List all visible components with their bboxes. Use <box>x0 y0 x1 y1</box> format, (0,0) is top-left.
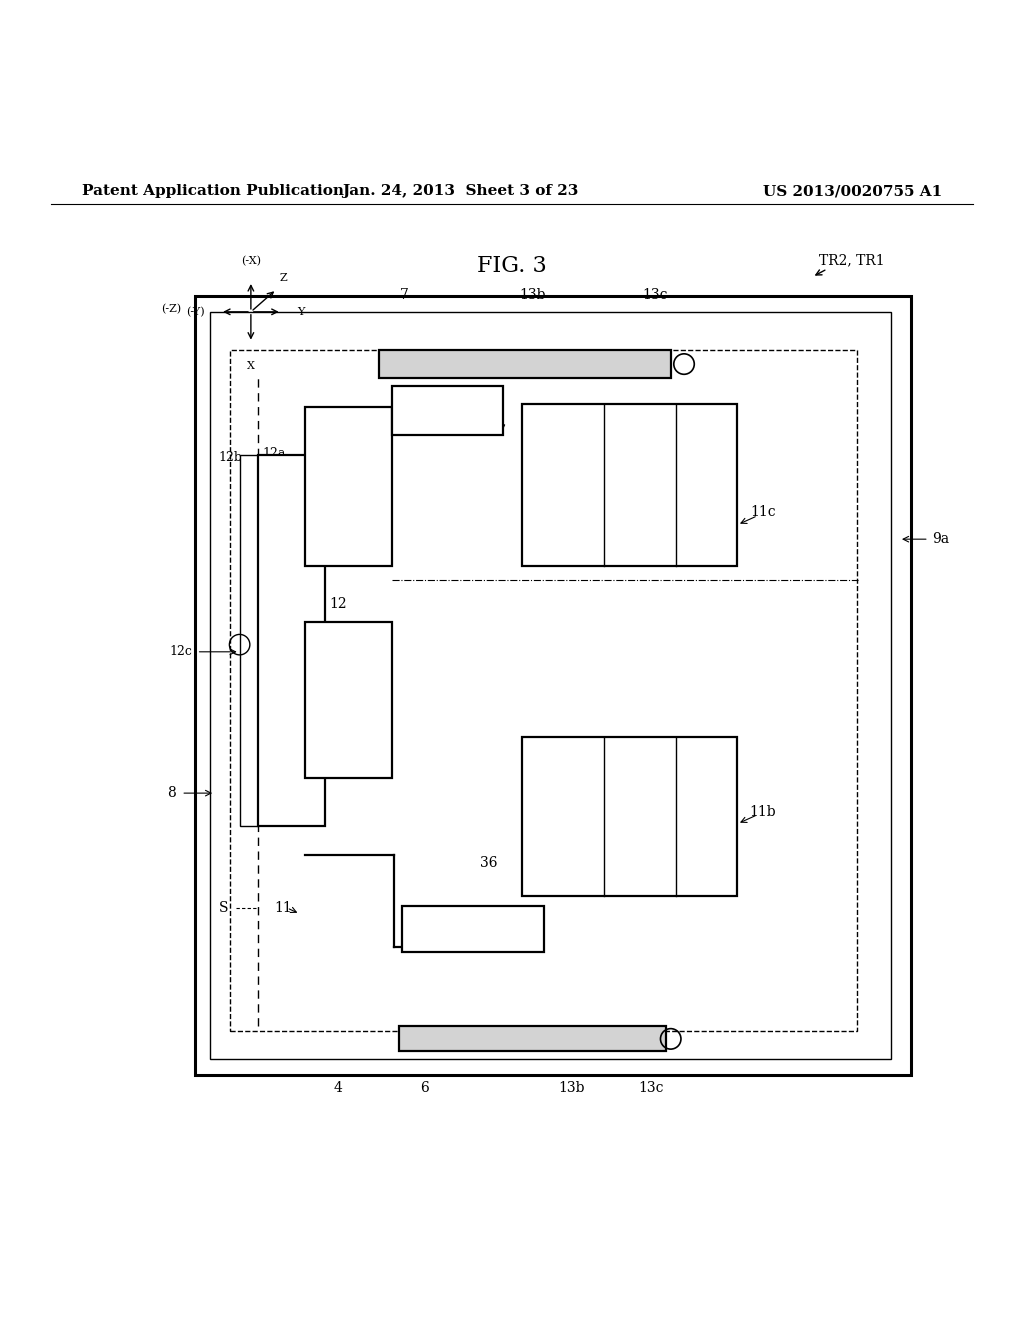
Bar <box>305 407 392 566</box>
Text: 9a: 9a <box>932 532 949 546</box>
Text: Y: Y <box>297 306 304 317</box>
Bar <box>305 622 392 777</box>
Text: (-Z): (-Z) <box>161 304 181 314</box>
Text: 4b: 4b <box>656 777 675 792</box>
Bar <box>379 350 671 379</box>
Bar <box>392 385 503 434</box>
Text: 13: 13 <box>624 498 642 511</box>
Text: 11b: 11b <box>750 805 776 818</box>
Text: 36: 36 <box>479 855 498 870</box>
Text: 13b: 13b <box>519 289 546 302</box>
Text: 12: 12 <box>329 597 347 611</box>
Text: 12b: 12b <box>218 450 243 463</box>
Text: 13b: 13b <box>558 1081 585 1096</box>
Text: 13c: 13c <box>639 1081 664 1096</box>
Text: (-Y): (-Y) <box>186 306 205 317</box>
Text: 6: 6 <box>421 1081 429 1096</box>
Text: (-X): (-X) <box>241 256 261 265</box>
Text: 11a: 11a <box>342 467 369 480</box>
Text: 13: 13 <box>634 859 652 874</box>
Text: 13c: 13c <box>643 289 668 302</box>
Bar <box>522 404 737 566</box>
Text: 11c: 11c <box>750 504 776 519</box>
Text: US 2013/0020755 A1: US 2013/0020755 A1 <box>763 183 942 198</box>
Text: 8: 8 <box>167 787 176 800</box>
Text: 13a: 13a <box>451 937 477 952</box>
Text: TR2, TR1: TR2, TR1 <box>819 253 885 268</box>
Bar <box>230 350 857 1031</box>
Text: 7: 7 <box>400 289 409 302</box>
Bar <box>522 737 737 895</box>
Bar <box>402 906 544 952</box>
Bar <box>240 455 258 826</box>
Text: 11: 11 <box>274 900 293 915</box>
Bar <box>210 312 891 1060</box>
Text: 12a: 12a <box>263 446 286 459</box>
Text: 13a: 13a <box>422 399 449 413</box>
Text: 4b: 4b <box>656 510 675 524</box>
Text: 4: 4 <box>334 1081 342 1096</box>
Text: X: X <box>247 360 255 371</box>
Bar <box>195 297 911 1074</box>
Text: FIG. 3: FIG. 3 <box>477 255 547 277</box>
Text: Z: Z <box>280 273 287 284</box>
Text: 12c: 12c <box>170 645 193 659</box>
Text: Patent Application Publication: Patent Application Publication <box>82 183 344 198</box>
Bar <box>258 455 325 826</box>
Text: 4a: 4a <box>333 722 349 737</box>
Text: S: S <box>218 900 228 915</box>
Bar <box>399 1026 666 1051</box>
Text: Jan. 24, 2013  Sheet 3 of 23: Jan. 24, 2013 Sheet 3 of 23 <box>343 183 579 198</box>
